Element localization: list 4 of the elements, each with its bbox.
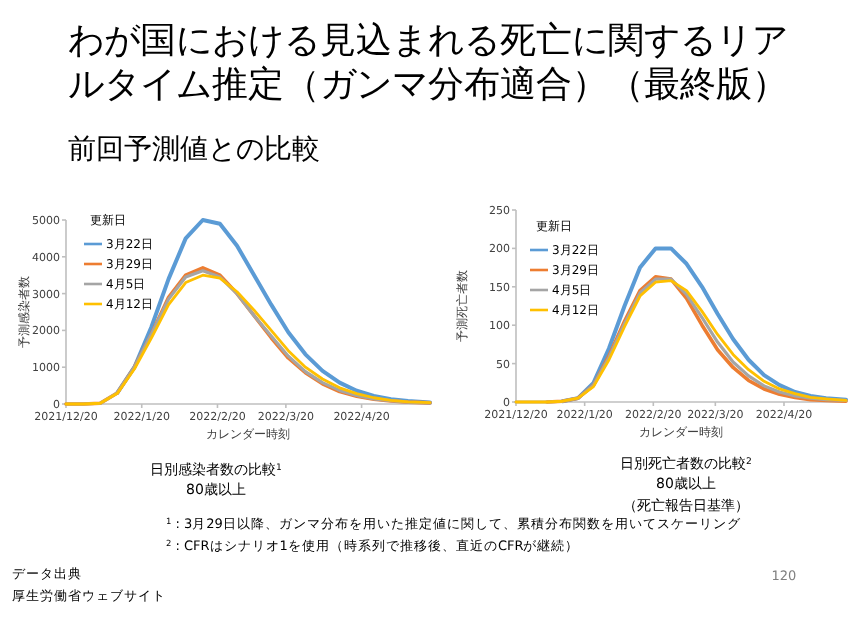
chart-title: わが国における見込まれる死亡に関するリアルタイム推定（ガンマ分布適合）（最終版）	[68, 20, 788, 106]
line-series	[560, 246, 848, 404]
line-series	[115, 218, 432, 405]
chart-subtitle: 前回予測値との比較	[68, 134, 320, 166]
